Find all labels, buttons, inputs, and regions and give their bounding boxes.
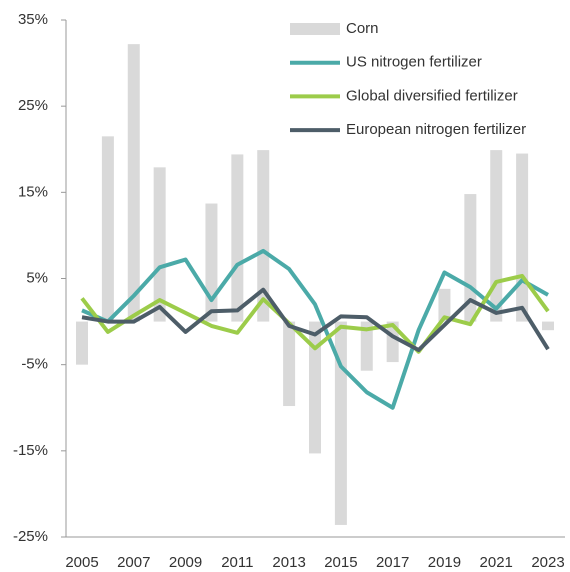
y-tick-label: 5%	[26, 269, 48, 286]
bar	[101, 136, 114, 322]
legend-label: Corn	[346, 20, 379, 37]
legend-label: European nitrogen fertilizer	[346, 121, 526, 138]
bar	[490, 150, 503, 322]
bar	[360, 321, 373, 371]
bar	[334, 321, 347, 525]
y-tick-label: 15%	[18, 183, 48, 200]
bar	[309, 321, 321, 454]
y-tick-label: -5%	[21, 356, 48, 373]
x-tick-label: 2007	[117, 554, 150, 571]
legend-label: US nitrogen fertilizer	[346, 54, 482, 71]
bar	[231, 154, 244, 322]
x-tick-label: 2017	[376, 554, 409, 571]
legend-swatch	[290, 23, 340, 35]
bar	[76, 321, 88, 365]
bar	[257, 150, 270, 322]
x-tick-label: 2015	[324, 554, 357, 571]
x-tick-label: 2021	[480, 554, 513, 571]
x-tick-label: 2005	[65, 554, 98, 571]
x-tick-label: 2011	[221, 554, 253, 571]
x-tick-label: 2013	[272, 554, 305, 571]
line	[80, 273, 550, 354]
legend-label: Global diversified fertilizer	[346, 87, 518, 104]
bar	[153, 167, 166, 322]
x-tick-label: 2009	[169, 554, 202, 571]
bar	[438, 288, 451, 322]
bar	[542, 321, 554, 331]
bar	[127, 44, 140, 322]
bar	[205, 203, 218, 322]
bar	[516, 153, 529, 322]
x-tick-label: 2023	[531, 554, 564, 571]
y-tick-label: -25%	[13, 528, 48, 545]
bar	[283, 321, 296, 407]
line	[81, 248, 549, 410]
y-tick-label: 25%	[18, 97, 48, 114]
line	[81, 287, 550, 353]
x-tick-label: 2019	[428, 554, 461, 571]
y-tick-label: 35%	[18, 11, 48, 28]
y-tick-label: -15%	[13, 442, 48, 459]
